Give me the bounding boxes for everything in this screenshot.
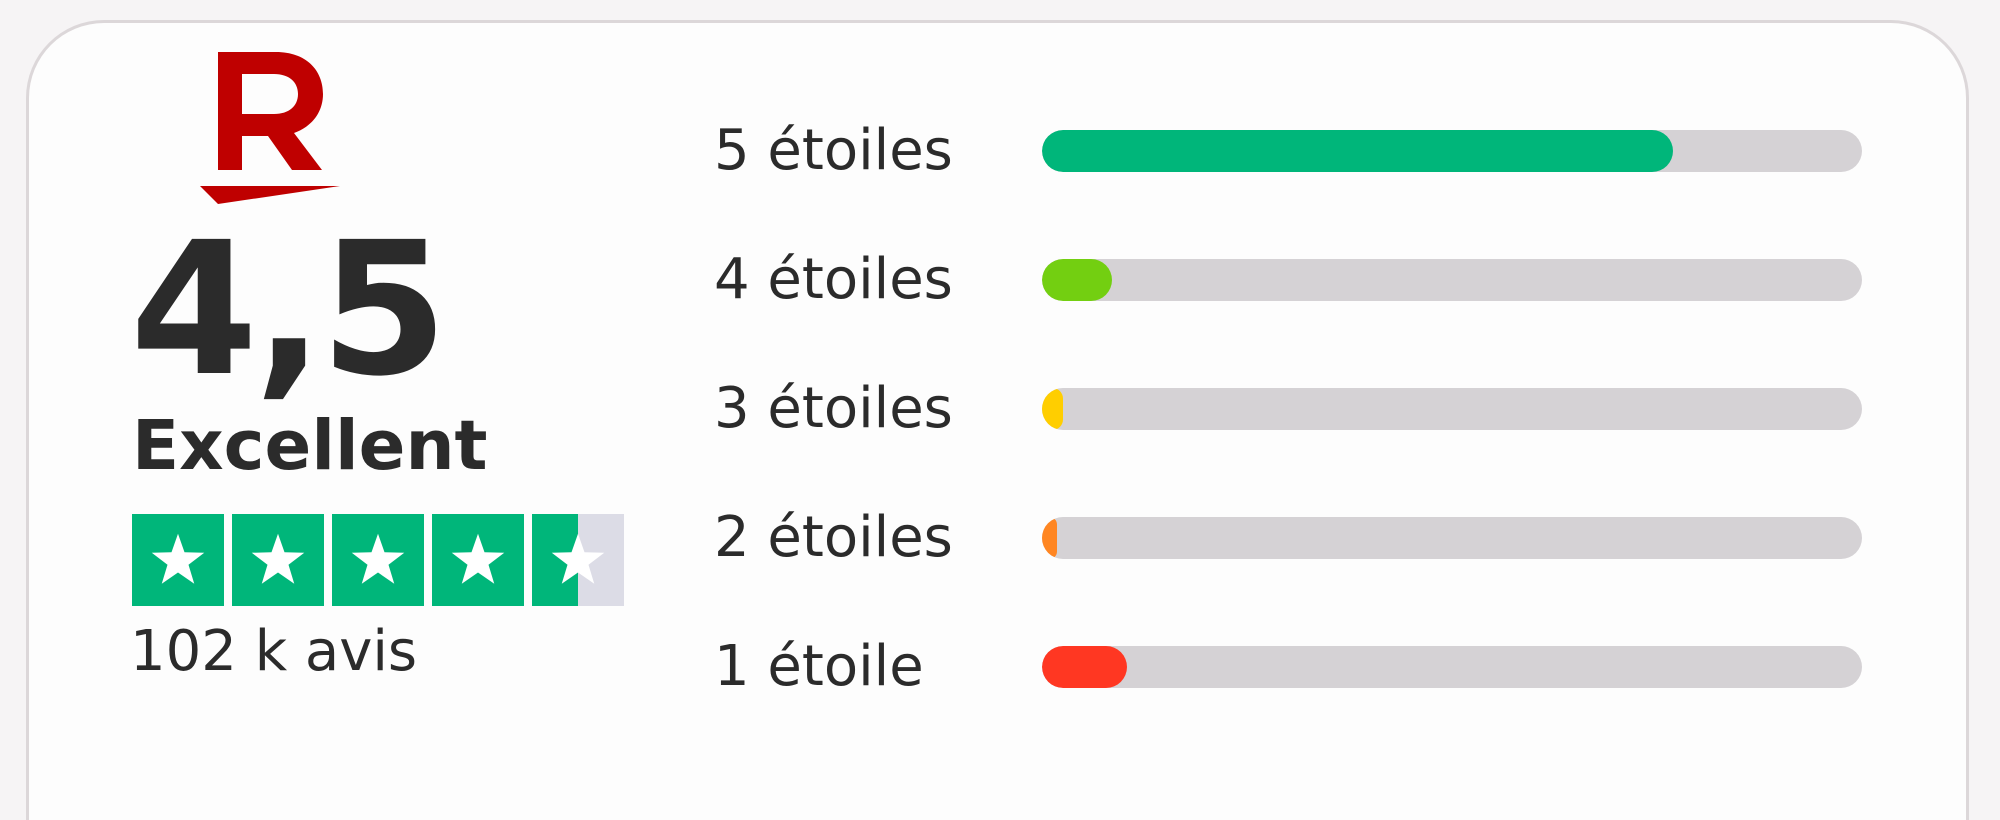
distribution-bar-4 — [1042, 259, 1862, 301]
star-5 — [532, 514, 624, 606]
distribution-label-1: 1 étoile — [714, 634, 924, 699]
distribution-bar-3 — [1042, 388, 1862, 430]
distribution-label-5: 5 étoiles — [714, 118, 953, 183]
star-1 — [132, 514, 224, 606]
distribution-fill-5 — [1042, 130, 1674, 172]
star-icon — [551, 533, 605, 584]
distribution-label-2: 2 étoiles — [714, 505, 953, 570]
distribution-bar-2 — [1042, 517, 1862, 559]
distribution-bar-1 — [1042, 646, 1862, 688]
star-icon — [351, 533, 405, 584]
star-icon — [151, 533, 205, 584]
reviews-count: 102 k avis — [130, 619, 418, 684]
rating-score: 4,5 — [130, 203, 448, 417]
star-2 — [232, 514, 324, 606]
distribution-fill-4 — [1042, 259, 1112, 301]
distribution-bar-5 — [1042, 130, 1862, 172]
rakuten-logo — [200, 52, 340, 204]
star-icon — [251, 533, 305, 584]
rating-label: Excellent — [132, 406, 488, 486]
star-icon — [451, 533, 505, 584]
distribution-fill-3 — [1042, 388, 1063, 430]
distribution-label-3: 3 étoiles — [714, 376, 953, 441]
star-4 — [432, 514, 524, 606]
star-3 — [332, 514, 424, 606]
distribution-fill-1 — [1042, 646, 1128, 688]
distribution-fill-2 — [1042, 517, 1057, 559]
distribution-label-4: 4 étoiles — [714, 247, 953, 312]
star-rating — [132, 514, 624, 606]
